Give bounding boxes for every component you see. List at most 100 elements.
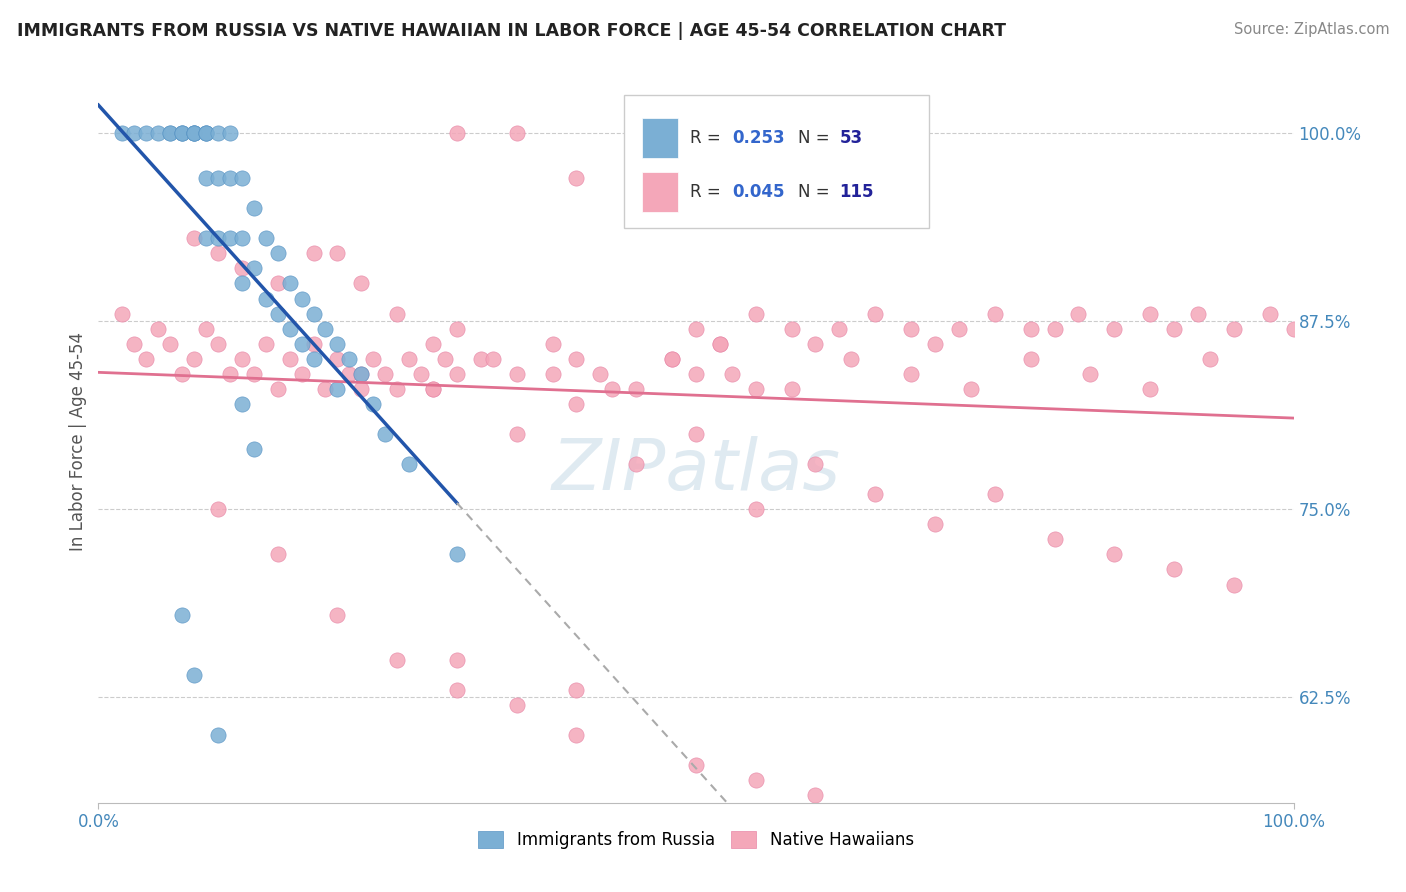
Point (350, 367, 373, 381)
Point (1043, 533, 1066, 547)
Point (243, 261, 266, 276)
Point (446, 653, 468, 667)
FancyBboxPatch shape (643, 119, 678, 158)
Point (1282, 321, 1305, 335)
Point (385, 382, 409, 396)
Point (745, 502, 768, 516)
Point (661, 351, 683, 366)
Point (900, 321, 922, 335)
Point (231, 261, 253, 276)
Point (195, 126, 218, 140)
Point (231, 277, 253, 291)
Point (1043, 321, 1066, 335)
Point (506, 427, 529, 442)
Point (219, 367, 242, 381)
Point (1139, 307, 1161, 321)
Point (302, 336, 325, 351)
Point (195, 321, 218, 335)
FancyBboxPatch shape (624, 95, 929, 228)
FancyBboxPatch shape (643, 172, 678, 212)
Point (709, 336, 731, 351)
Point (446, 321, 468, 335)
Point (385, 653, 409, 667)
Point (565, 171, 588, 186)
Point (326, 246, 349, 260)
Text: 0.045: 0.045 (733, 183, 785, 202)
Point (183, 126, 205, 140)
Text: N =: N = (797, 183, 834, 202)
Point (1104, 321, 1126, 335)
Text: Source: ZipAtlas.com: Source: ZipAtlas.com (1233, 22, 1389, 37)
Point (1019, 321, 1042, 335)
Text: 53: 53 (839, 129, 862, 147)
Point (172, 126, 194, 140)
Point (326, 351, 349, 366)
Point (565, 351, 588, 366)
Point (350, 277, 373, 291)
Point (780, 321, 803, 335)
Point (207, 246, 229, 260)
Point (709, 336, 731, 351)
Point (422, 336, 444, 351)
Point (254, 231, 277, 245)
Point (291, 336, 314, 351)
Point (685, 321, 707, 335)
Point (326, 382, 349, 396)
Point (685, 758, 707, 772)
Point (267, 246, 290, 260)
Point (541, 336, 564, 351)
Point (422, 382, 444, 396)
Point (780, 382, 803, 396)
Point (195, 126, 218, 140)
Point (231, 397, 253, 411)
Point (207, 126, 229, 140)
Point (135, 351, 157, 366)
Point (231, 351, 253, 366)
Point (183, 668, 205, 682)
Point (111, 307, 134, 321)
Point (267, 548, 290, 562)
Point (446, 682, 468, 697)
Point (363, 397, 385, 411)
Point (148, 126, 170, 140)
Point (481, 351, 505, 366)
Text: 0.253: 0.253 (733, 129, 785, 147)
Point (398, 351, 420, 366)
Point (135, 126, 157, 140)
Point (1223, 321, 1246, 335)
Point (422, 382, 444, 396)
Text: ZIPatlas: ZIPatlas (551, 436, 841, 505)
Point (207, 231, 229, 245)
Point (183, 231, 205, 245)
Point (565, 682, 588, 697)
Point (626, 382, 648, 396)
Point (602, 382, 624, 396)
Point (278, 351, 301, 366)
Point (339, 367, 361, 381)
Point (172, 126, 194, 140)
Point (315, 321, 337, 335)
Point (1067, 307, 1090, 321)
Point (278, 277, 301, 291)
Point (541, 367, 564, 381)
Point (183, 126, 205, 140)
Point (745, 382, 768, 396)
Point (172, 126, 194, 140)
Point (984, 307, 1007, 321)
Point (1187, 307, 1209, 321)
Point (948, 321, 970, 335)
Point (243, 367, 266, 381)
Point (195, 171, 218, 186)
Point (1199, 351, 1222, 366)
Point (626, 201, 648, 215)
Point (326, 607, 349, 622)
Point (828, 321, 851, 335)
Point (506, 698, 529, 712)
Point (506, 367, 529, 381)
Point (385, 307, 409, 321)
Point (374, 367, 396, 381)
Point (446, 126, 468, 140)
Point (195, 126, 218, 140)
Point (124, 126, 146, 140)
Point (1163, 321, 1185, 335)
